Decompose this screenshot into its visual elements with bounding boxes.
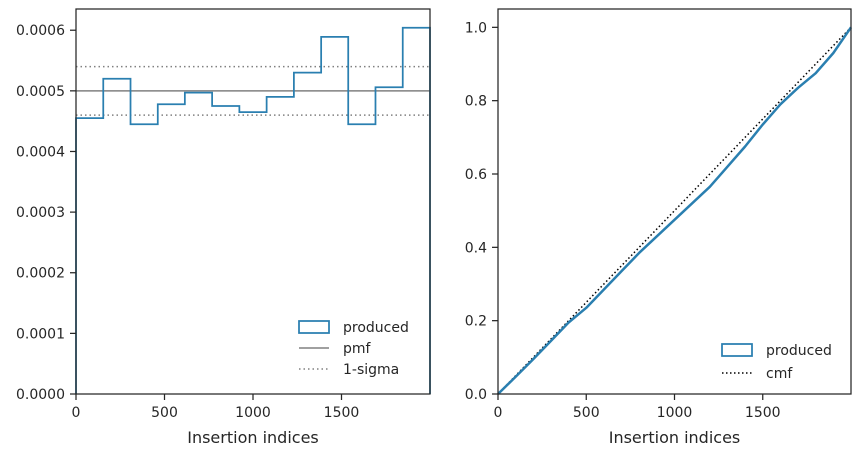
legend-left: produced pmf 1-sigma — [298, 320, 409, 378]
y-tick-label: 0.0003 — [16, 205, 65, 221]
y-tick-label: 0.0006 — [16, 23, 65, 39]
x-tick-label: 0 — [494, 405, 503, 421]
pmf-histogram-plot: 0 500 1000 1500 0.0000 0.0001 0.0002 0.0003 0.00… — [16, 8, 431, 447]
x-axis-title-right: Insertion indices — [609, 428, 741, 447]
x-tick-label: 0 — [72, 405, 81, 421]
plot-frame-right — [497, 8, 852, 395]
produced-step-line — [75, 26, 431, 394]
y-tick-label: 0.4 — [465, 240, 487, 256]
y-tick-label: 0.0004 — [16, 144, 65, 160]
cmf-line — [497, 26, 852, 395]
x-tick-label: 1500 — [745, 405, 781, 421]
legend-swatch-produced — [721, 343, 753, 357]
x-tick-label: 1500 — [324, 405, 360, 421]
y-tick-label: 0.0002 — [16, 266, 65, 282]
y-tick-label: 0.0001 — [16, 326, 65, 342]
x-tick-label: 500 — [151, 405, 178, 421]
y-tick-label: 0.0000 — [16, 387, 65, 403]
x-tick-label: 1000 — [657, 405, 693, 421]
y-tick-label: 0.8 — [465, 94, 487, 110]
legend-label: 1-sigma — [343, 362, 399, 378]
y-tick-label: 0.0 — [465, 387, 487, 403]
y-tick-label: 0.2 — [465, 314, 487, 330]
x-tick-label: 1000 — [235, 405, 271, 421]
y-tick-label: 0.0005 — [16, 84, 65, 100]
legend-label: pmf — [343, 341, 372, 357]
x-tick-label: 500 — [573, 405, 600, 421]
legend-right: produced cmf — [721, 343, 832, 382]
legend-swatch-produced — [298, 320, 330, 334]
legend-label: produced — [766, 343, 832, 359]
legend-label: produced — [343, 320, 409, 336]
cmf-plot: 0 500 1000 1500 0.0 0.2 0.4 0.6 0.8 1.0 Insertion… — [465, 8, 853, 447]
y-tick-label: 1.0 — [465, 20, 487, 36]
legend-label: cmf — [766, 366, 793, 382]
x-axis-title-left: Insertion indices — [187, 428, 319, 447]
y-tick-label: 0.6 — [465, 167, 487, 183]
